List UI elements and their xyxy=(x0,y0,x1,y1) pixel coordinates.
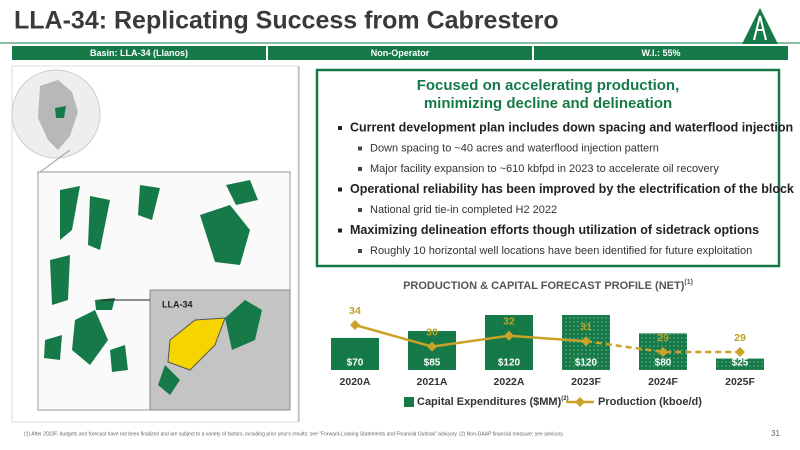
map-label: LLA-34 xyxy=(162,299,193,309)
bullet-text: Major facility expansion to ~610 kbfpd i… xyxy=(370,163,719,175)
logo xyxy=(742,8,778,44)
info-text: Basin: LLA-34 (Llanos) xyxy=(90,48,188,58)
bullet-text: Maximizing delineation efforts though ut… xyxy=(350,223,759,237)
production-label: 31 xyxy=(580,321,592,333)
map xyxy=(11,69,291,411)
bullet-marker xyxy=(358,167,362,171)
bullet-marker xyxy=(358,208,362,212)
legend-marker xyxy=(575,397,585,407)
chart-title: PRODUCTION & CAPITAL FORECAST PROFILE (N… xyxy=(403,279,693,292)
production-label: 30 xyxy=(426,326,438,338)
bar-label: $85 xyxy=(424,358,441,369)
bullet-marker xyxy=(338,126,342,130)
production-label: 34 xyxy=(349,305,361,317)
focus-heading: minimizing decline and delineation xyxy=(424,95,672,112)
bullet-marker xyxy=(338,228,342,233)
info-text: W.I.: 55% xyxy=(641,48,680,58)
map-panel xyxy=(11,65,299,423)
title: LLA-34: Replicating Success from Cabrest… xyxy=(14,7,559,35)
production-line xyxy=(354,323,587,348)
production-line-forecast xyxy=(585,339,740,354)
focus-box xyxy=(315,68,781,268)
bullet-text: Current development plan includes down s… xyxy=(350,120,793,134)
bar-label: $120 xyxy=(575,358,598,369)
info-text: Non-Operator xyxy=(371,48,430,58)
production-point xyxy=(581,336,591,347)
legend-label: Capital Expenditures ($MM)(2) xyxy=(417,396,569,408)
bar xyxy=(485,315,533,370)
production-label: 29 xyxy=(734,332,746,344)
x-tick-label: 2024F xyxy=(648,376,678,388)
production-point xyxy=(350,320,360,330)
bullet-marker xyxy=(338,187,342,192)
bar-label: $80 xyxy=(655,358,672,369)
legend-swatch xyxy=(404,397,414,407)
info-cell xyxy=(268,46,532,60)
bullet-marker xyxy=(358,249,362,253)
bar-label: $70 xyxy=(347,358,364,369)
chart-title-note: (1) xyxy=(684,279,693,286)
footnote: (1) After 2023F, budgets and forecast ha… xyxy=(24,431,564,437)
x-tick-label: 2022A xyxy=(494,376,525,388)
legend-text: Capital Expenditures ($MM) xyxy=(417,396,562,408)
x-tick-label: 2025F xyxy=(725,376,755,388)
bullet-text: Roughly 10 horizontal well locations hav… xyxy=(370,245,752,257)
production-point xyxy=(735,347,745,357)
bar-label: $25 xyxy=(732,358,749,369)
bar xyxy=(331,337,379,370)
focus-heading: Focused on accelerating production, xyxy=(417,77,680,94)
x-tick-label: 2021A xyxy=(417,376,448,388)
bullet-marker xyxy=(358,146,362,151)
production-point xyxy=(504,330,514,341)
chart-title-text: PRODUCTION & CAPITAL FORECAST PROFILE (N… xyxy=(403,280,685,292)
x-tick-label: 2020A xyxy=(340,376,371,388)
production-label: 32 xyxy=(503,316,515,328)
info-cell xyxy=(12,46,266,60)
production-point xyxy=(658,347,668,357)
bullet-text: National grid tie-in completed H2 2022 xyxy=(370,204,557,216)
production-label: 29 xyxy=(657,332,669,344)
bar xyxy=(716,358,764,370)
bar-label: $120 xyxy=(498,358,521,369)
legend-label: Production (kboe/d) xyxy=(598,396,702,408)
x-tick-label: 2023F xyxy=(571,376,601,388)
bullet-text: Down spacing to ~40 acres and waterflood… xyxy=(370,142,659,154)
bullet-text: Operational reliability has been improve… xyxy=(350,182,794,196)
production-point xyxy=(427,341,437,352)
info-cell xyxy=(534,46,788,60)
page-number: 31 xyxy=(771,429,780,438)
legend-note: (2) xyxy=(561,396,568,402)
